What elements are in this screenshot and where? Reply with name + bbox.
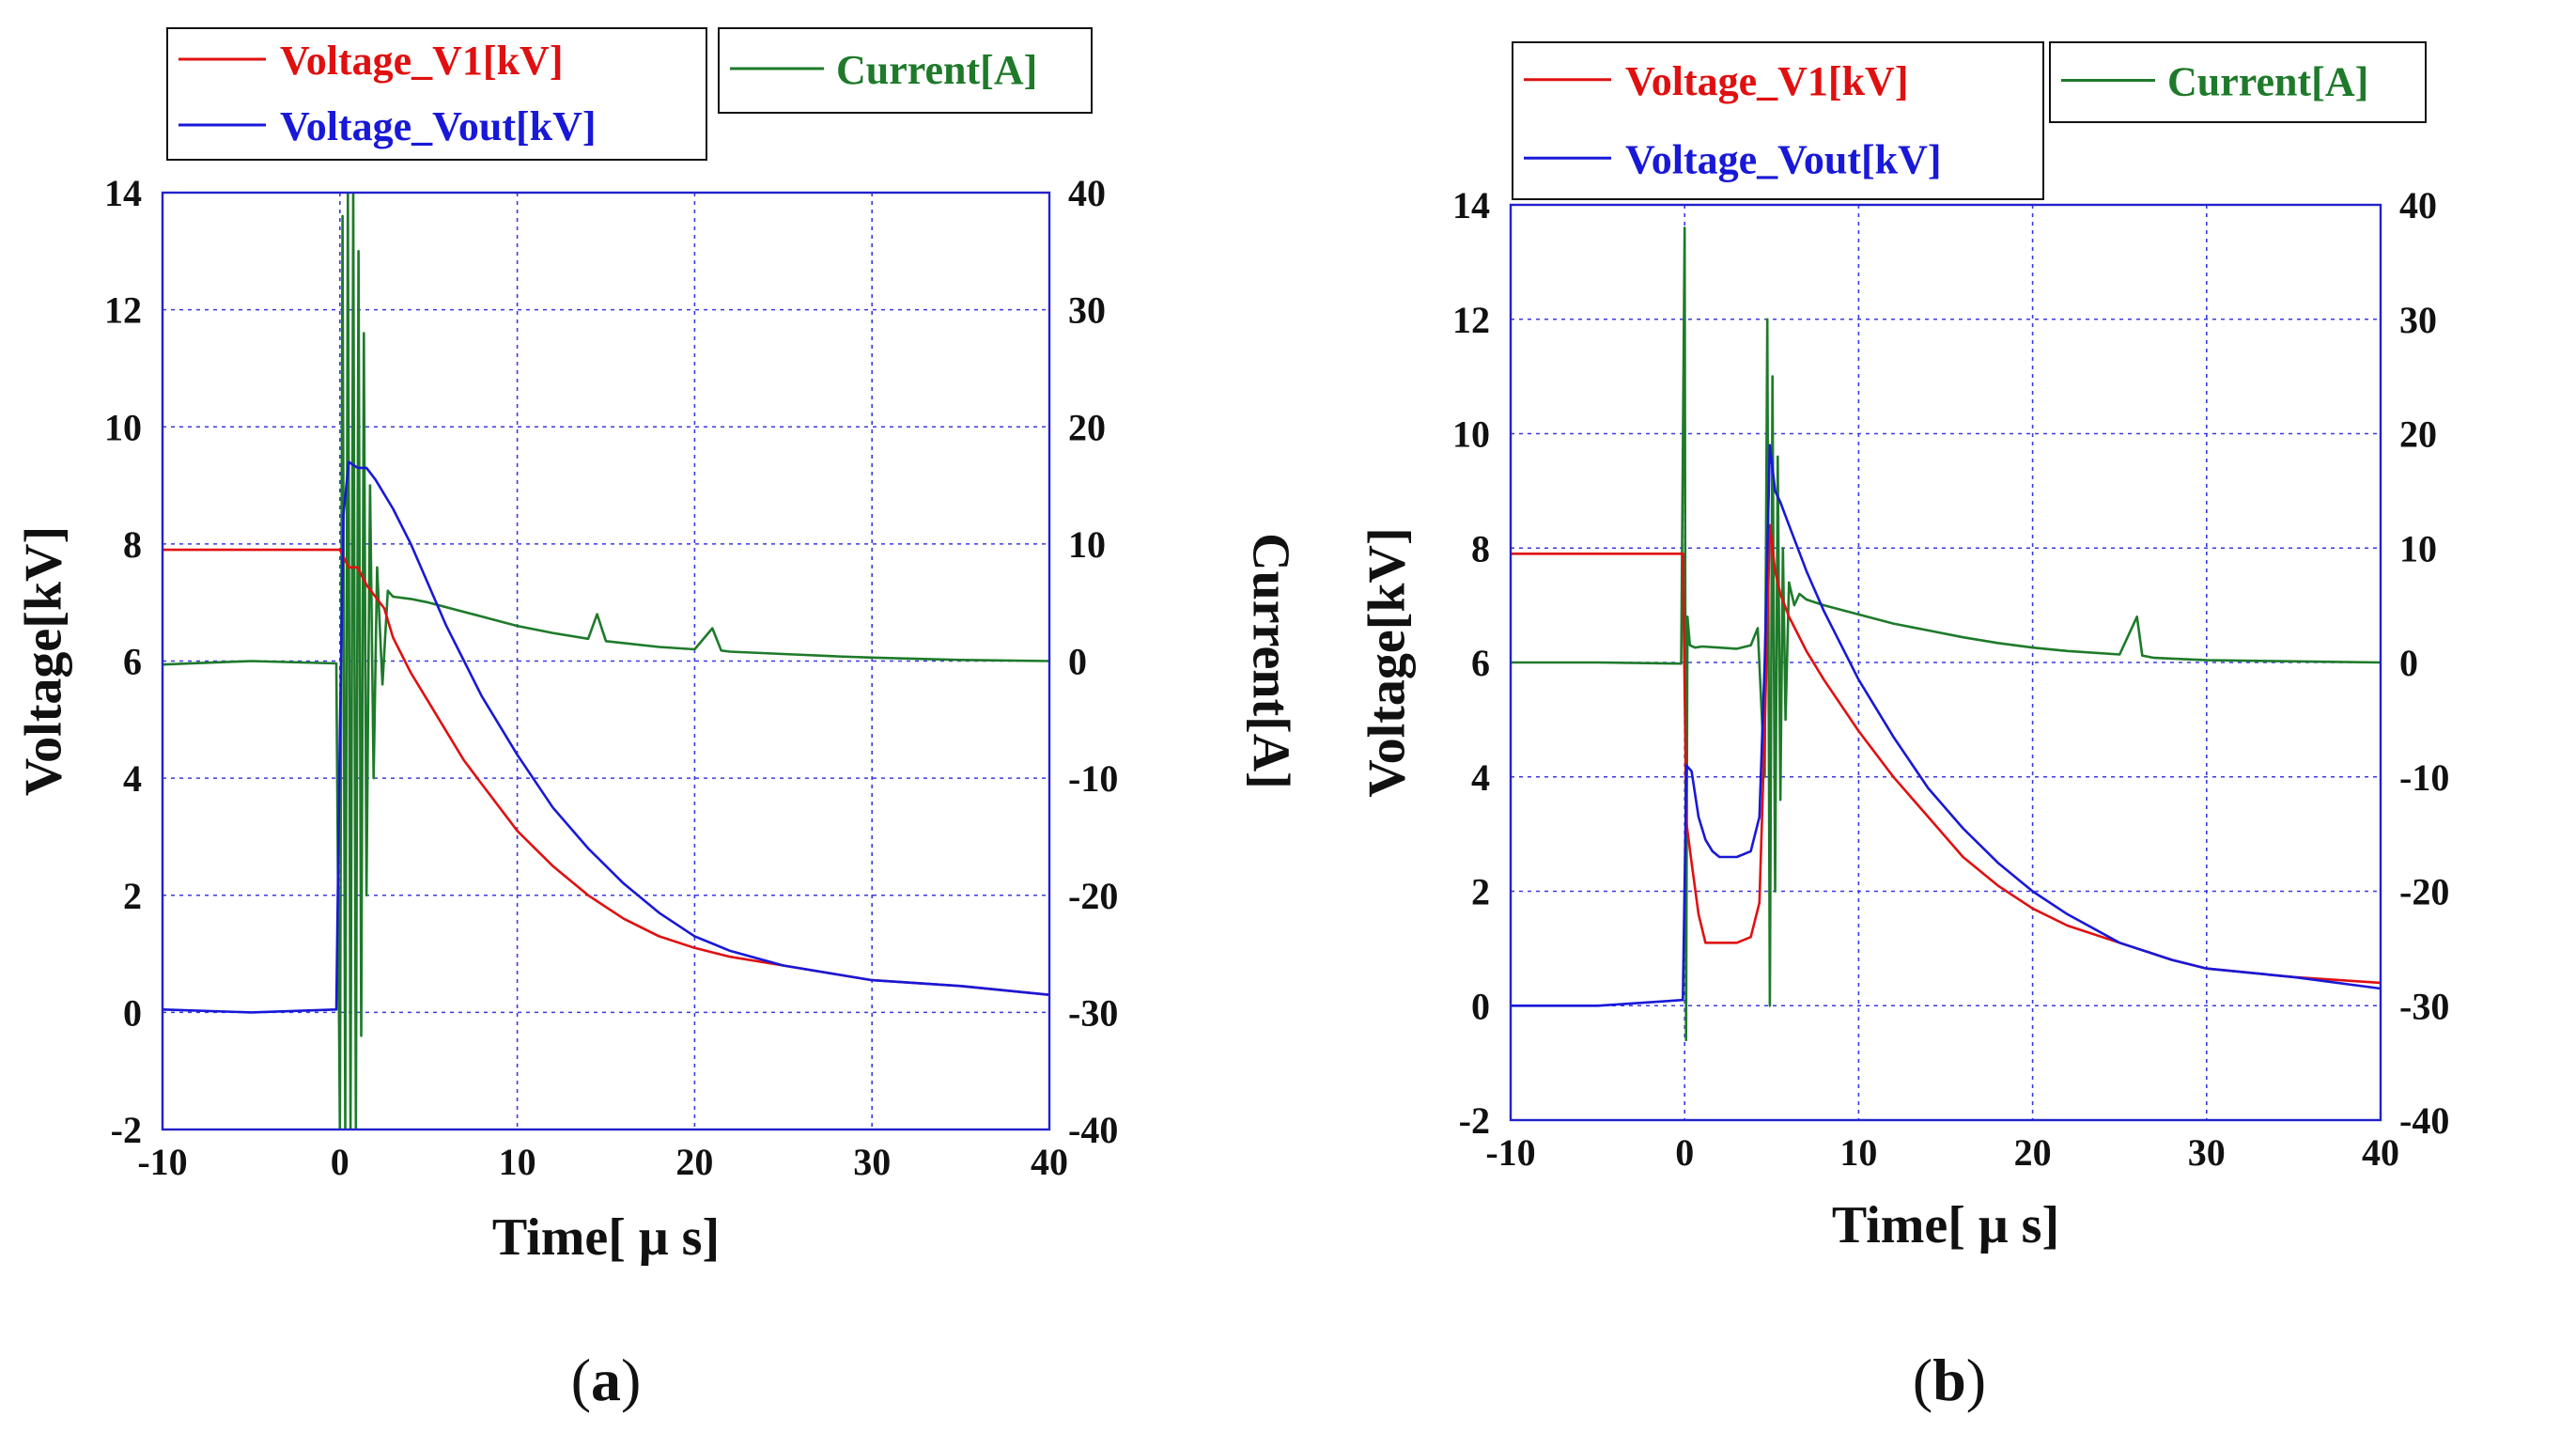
y-left-tick-label: 10 [1452, 413, 1490, 456]
y-left-tick-label: 0 [1471, 985, 1490, 1027]
x-tick-label: 20 [2014, 1131, 2052, 1174]
y-left-tick-label: 0 [123, 991, 142, 1034]
y-right-tick-label: -30 [1068, 991, 1118, 1034]
x-tick-label: 40 [1031, 1141, 1068, 1183]
y-right-tick-label: 40 [2399, 184, 2437, 226]
legend: Voltage_V1[kV] Voltage_Vout[kV] Current[A] [166, 27, 1093, 161]
y-right-tick-label: -30 [2399, 985, 2449, 1027]
series-line-voltage-v1-kv [1511, 523, 2381, 985]
y-left-tick-label: 6 [1471, 642, 1490, 684]
plot-frame [1509, 203, 2382, 1122]
y-right-tick-label: -40 [1068, 1109, 1118, 1151]
y-left-tick-label: 8 [123, 523, 142, 566]
legend-label: Voltage_Vout[kV] [280, 103, 597, 149]
y-right-tick-label: -10 [1068, 757, 1118, 800]
y-left-axis-title: Voltage[kV] [1358, 527, 1417, 797]
x-tick-label: -10 [1485, 1131, 1535, 1174]
panel-label: (b)(b) [1913, 1347, 1986, 1413]
y-left-tick-label: 2 [123, 875, 142, 917]
x-tick-label: 40 [2362, 1131, 2399, 1174]
panel-label-close: ) [1966, 1347, 1986, 1413]
x-tick-label: 10 [499, 1141, 536, 1183]
y-left-tick-label: 12 [1452, 299, 1490, 341]
x-tick-label: 10 [1839, 1131, 1877, 1174]
y-left-tick-label: 14 [1452, 184, 1490, 226]
y-right-tick-label: 20 [1068, 406, 1106, 448]
y-right-tick-label: 40 [1068, 172, 1106, 214]
y-right-tick-label: 30 [2399, 299, 2437, 341]
legend-label: Voltage_V1[kV] [1625, 58, 1908, 104]
legend-box-current [2049, 41, 2427, 123]
y-left-tick-label: 2 [1471, 871, 1490, 913]
panel-label-open: ( [1913, 1347, 1932, 1413]
y-right-tick-label: 10 [2399, 527, 2437, 569]
y-left-tick-label: 8 [1471, 527, 1490, 569]
y-right-axis-title: Current[A] [1242, 533, 1300, 789]
legend-label: Voltage_Vout[kV] [1625, 136, 1942, 182]
plot-frame [161, 191, 1051, 1131]
legend-box-voltage [1512, 41, 2044, 200]
series-line-voltage-vout-kv [163, 460, 1049, 1014]
x-axis-title: Time[ μ s] [1832, 1196, 2059, 1254]
panel-label: (a)(a) [571, 1347, 642, 1413]
y-right-tick-label: 0 [2399, 642, 2418, 684]
legend-label: Voltage_V1[kV] [280, 38, 563, 84]
x-axis-title: Time[ μ s] [492, 1208, 720, 1267]
y-right-tick-label: 20 [2399, 413, 2437, 456]
y-left-tick-label: 4 [123, 757, 142, 800]
legend-label: Current[A] [836, 47, 1037, 93]
series-line-voltage-vout-kv [1511, 444, 2381, 1007]
legend-box-voltage [166, 27, 707, 161]
y-left-tick-label: -2 [111, 1109, 142, 1151]
y-left-tick-label: 10 [104, 406, 142, 448]
series-line-voltage-v1-kv [163, 548, 1049, 996]
y-right-tick-label: 0 [1068, 641, 1087, 683]
series-line-current-a [1511, 226, 2381, 1042]
x-tick-label: 20 [675, 1141, 713, 1183]
series-line-current-a [163, 193, 1049, 1129]
x-tick-label: 0 [331, 1141, 349, 1183]
legend: Voltage_V1[kV] Voltage_Vout[kV] Current[A] [1512, 41, 2427, 200]
y-right-tick-label: -10 [2399, 756, 2449, 799]
grid [163, 193, 1049, 1129]
x-tick-label: 0 [1675, 1131, 1694, 1174]
y-left-tick-label: -2 [1459, 1099, 1490, 1142]
y-right-tick-label: -40 [2399, 1099, 2449, 1142]
y-left-tick-label: 14 [104, 172, 142, 214]
y-right-tick-label: -20 [1068, 875, 1118, 917]
panel-label-close: ) [621, 1347, 641, 1413]
chart-panel-b: -10 0 10 20 30 40-202468101214-40-30-20-10010… [1358, 41, 2576, 1413]
y-right-tick-label: 30 [1068, 289, 1106, 332]
x-tick-label: -10 [137, 1141, 187, 1183]
y-left-tick-label: 12 [104, 289, 142, 332]
x-tick-label: 30 [2188, 1131, 2226, 1174]
x-tick-label: 30 [853, 1141, 891, 1183]
y-right-tick-label: 10 [1068, 523, 1106, 566]
panel-label-letter: a [591, 1347, 621, 1413]
legend-box-current [718, 27, 1093, 114]
panel-label-letter: b [1932, 1347, 1966, 1413]
y-left-tick-label: 6 [123, 641, 142, 683]
y-right-tick-label: -20 [2399, 871, 2449, 913]
y-left-axis-title: Voltage[kV] [15, 526, 73, 796]
chart-panel-a: -10 0 10 20 30 40-202468101214-40-30-20-10010… [15, 27, 1300, 1413]
y-left-tick-label: 4 [1471, 756, 1490, 799]
legend-label: Current[A] [2167, 59, 2368, 105]
panel-label-open: ( [571, 1347, 591, 1413]
